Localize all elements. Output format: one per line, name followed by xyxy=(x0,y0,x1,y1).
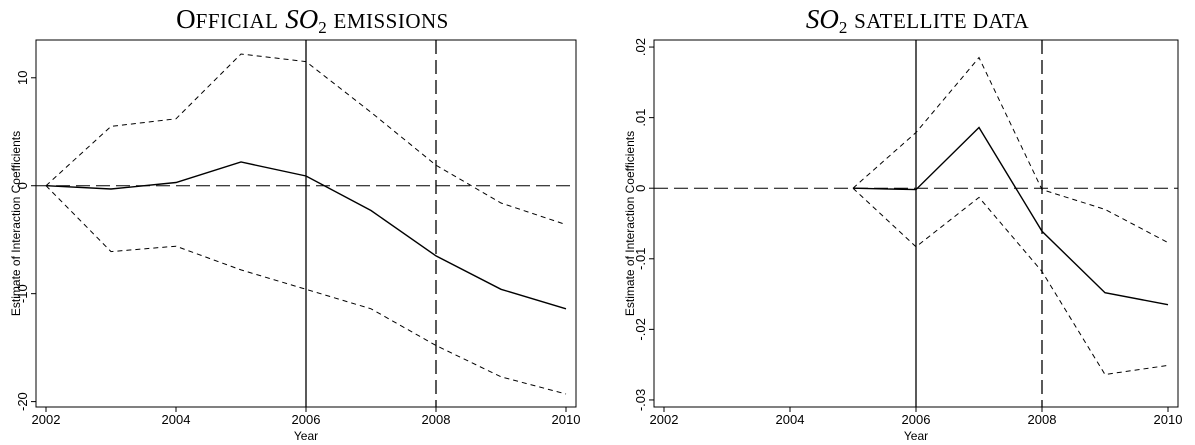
title-suffix: satellite data xyxy=(854,9,1030,33)
title-var: SO xyxy=(805,4,839,34)
left-y-axis-title: Estimate of Interaction Coefficients xyxy=(9,131,23,316)
right-x-tick-label: 2010 xyxy=(1154,412,1183,427)
right-x-tick-label: 2002 xyxy=(650,412,679,427)
right-y-tick-label: -.01 xyxy=(633,248,648,270)
right-upper-bound-line xyxy=(852,56,1169,244)
left-upper-bound-line xyxy=(45,53,567,226)
right-y-tick-label: -.03 xyxy=(633,389,648,411)
right-lower-bound-line xyxy=(852,187,1169,376)
title-cap: O xyxy=(176,4,196,34)
left-y-tick-label: 10 xyxy=(15,71,30,85)
right-x-axis-title: Year xyxy=(904,429,928,443)
chart-title-satellite-so2: SO2 satellite data xyxy=(675,4,1160,38)
title-sub: 2 xyxy=(838,18,848,37)
left-y-tick-label: -10 xyxy=(15,284,30,303)
right-y-tick-label: .01 xyxy=(633,109,648,127)
left-x-tick-label: 2002 xyxy=(32,412,61,427)
left-estimate-line xyxy=(45,161,567,310)
left-x-tick-label: 2010 xyxy=(552,412,581,427)
title-suffix: emissions xyxy=(333,9,449,33)
title-var: SO xyxy=(285,4,319,34)
left-y-tick-label: -20 xyxy=(15,392,30,411)
right-estimate-line xyxy=(852,126,1169,306)
left-x-tick-label: 2004 xyxy=(162,412,191,427)
right-y-tick-label: .02 xyxy=(633,38,648,56)
title-rest: fficial xyxy=(195,9,279,33)
right-x-tick-label: 2006 xyxy=(902,412,931,427)
left-x-tick-label: 2008 xyxy=(422,412,451,427)
chart-title-official-so2: Official SO2 emissions xyxy=(70,4,555,38)
left-y-tick-label: 0 xyxy=(15,182,30,189)
left-x-tick-label: 2006 xyxy=(292,412,321,427)
title-sub: 2 xyxy=(318,18,327,37)
right-y-axis-title: Estimate of Interaction Coefficients xyxy=(623,131,637,316)
right-y-tick-label: 0 xyxy=(633,185,648,192)
right-x-tick-label: 2008 xyxy=(1028,412,1057,427)
right-y-tick-label: -.02 xyxy=(633,318,648,340)
right-x-tick-label: 2004 xyxy=(776,412,805,427)
left-x-axis-title: Year xyxy=(294,429,318,443)
